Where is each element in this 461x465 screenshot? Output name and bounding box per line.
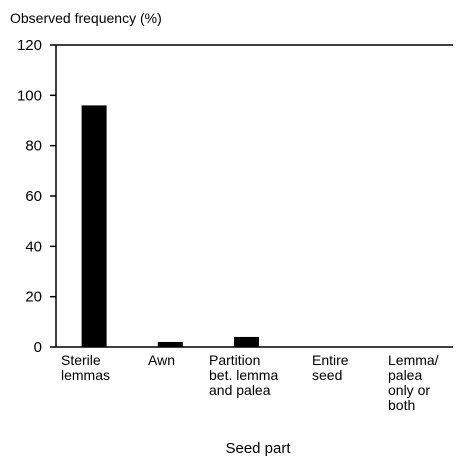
x-tick-label: Partition bet. lemma and palea bbox=[209, 352, 278, 398]
bar-3 bbox=[234, 336, 259, 347]
y-axis-title: Observed frequency (%) bbox=[10, 10, 162, 26]
x-tick-label: Awn bbox=[148, 352, 175, 368]
y-tick-label: 80 bbox=[25, 138, 42, 155]
bar-2 bbox=[157, 341, 183, 347]
y-tick-label: 120 bbox=[17, 37, 42, 54]
y-tick-label: 60 bbox=[25, 188, 42, 205]
y-tick-label: 0 bbox=[34, 339, 42, 356]
y-tick-label: 20 bbox=[25, 289, 42, 306]
x-tick-label: Sterile lemmas bbox=[61, 352, 110, 383]
x-tick-label: Entire seed bbox=[312, 352, 349, 383]
bar-1 bbox=[81, 105, 107, 348]
y-tick-label: 40 bbox=[25, 238, 42, 255]
x-axis-title: Seed part bbox=[225, 440, 291, 457]
x-tick-label: Lemma/palea only or both bbox=[388, 352, 439, 413]
y-tick-label: 100 bbox=[17, 87, 42, 104]
